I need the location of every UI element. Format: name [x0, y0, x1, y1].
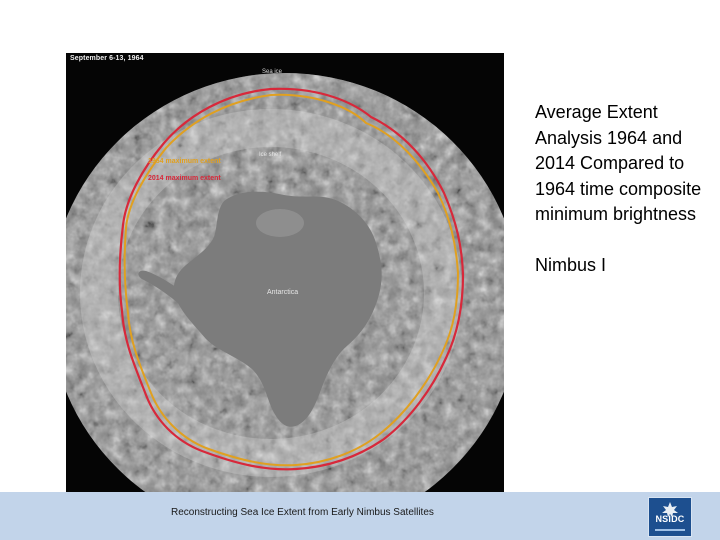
caption-satellite-name: Nimbus I [535, 255, 607, 275]
antarctic-peninsula [138, 270, 182, 303]
ice-shelf-patch [256, 209, 304, 237]
map-label-antarctica: Antarctica [267, 289, 299, 296]
legend-1964-extent: 1964 maximum extent [148, 158, 221, 165]
legend-2014-extent: 2014 maximum extent [148, 175, 221, 182]
slide-caption: Average Extent Analysis 1964 and 2014 Co… [535, 100, 705, 279]
extent-line-2014 [118, 87, 465, 471]
sea-ice-map-graphic [66, 53, 504, 492]
logo-wordmark: NSIDC [655, 514, 685, 524]
extent-line-1964 [123, 93, 460, 467]
nsidc-logo: NSIDC [648, 497, 692, 537]
footer-title: Reconstructing Sea Ice Extent from Early… [171, 507, 434, 518]
sea-ice-map-image: September 6-13, 1964 Sea ice Ice shelf 1… [66, 53, 504, 492]
slide-footer: Reconstructing Sea Ice Extent from Early… [0, 492, 720, 540]
caption-description: Average Extent Analysis 1964 and 2014 Co… [535, 102, 702, 224]
map-label-sea-ice: Sea ice [262, 69, 283, 75]
map-label-ice-shelf: Ice shelf [259, 152, 282, 158]
nsidc-logo-icon [655, 502, 685, 531]
antarctica-landmass [173, 191, 382, 427]
map-date-label: September 6-13, 1964 [70, 55, 144, 62]
